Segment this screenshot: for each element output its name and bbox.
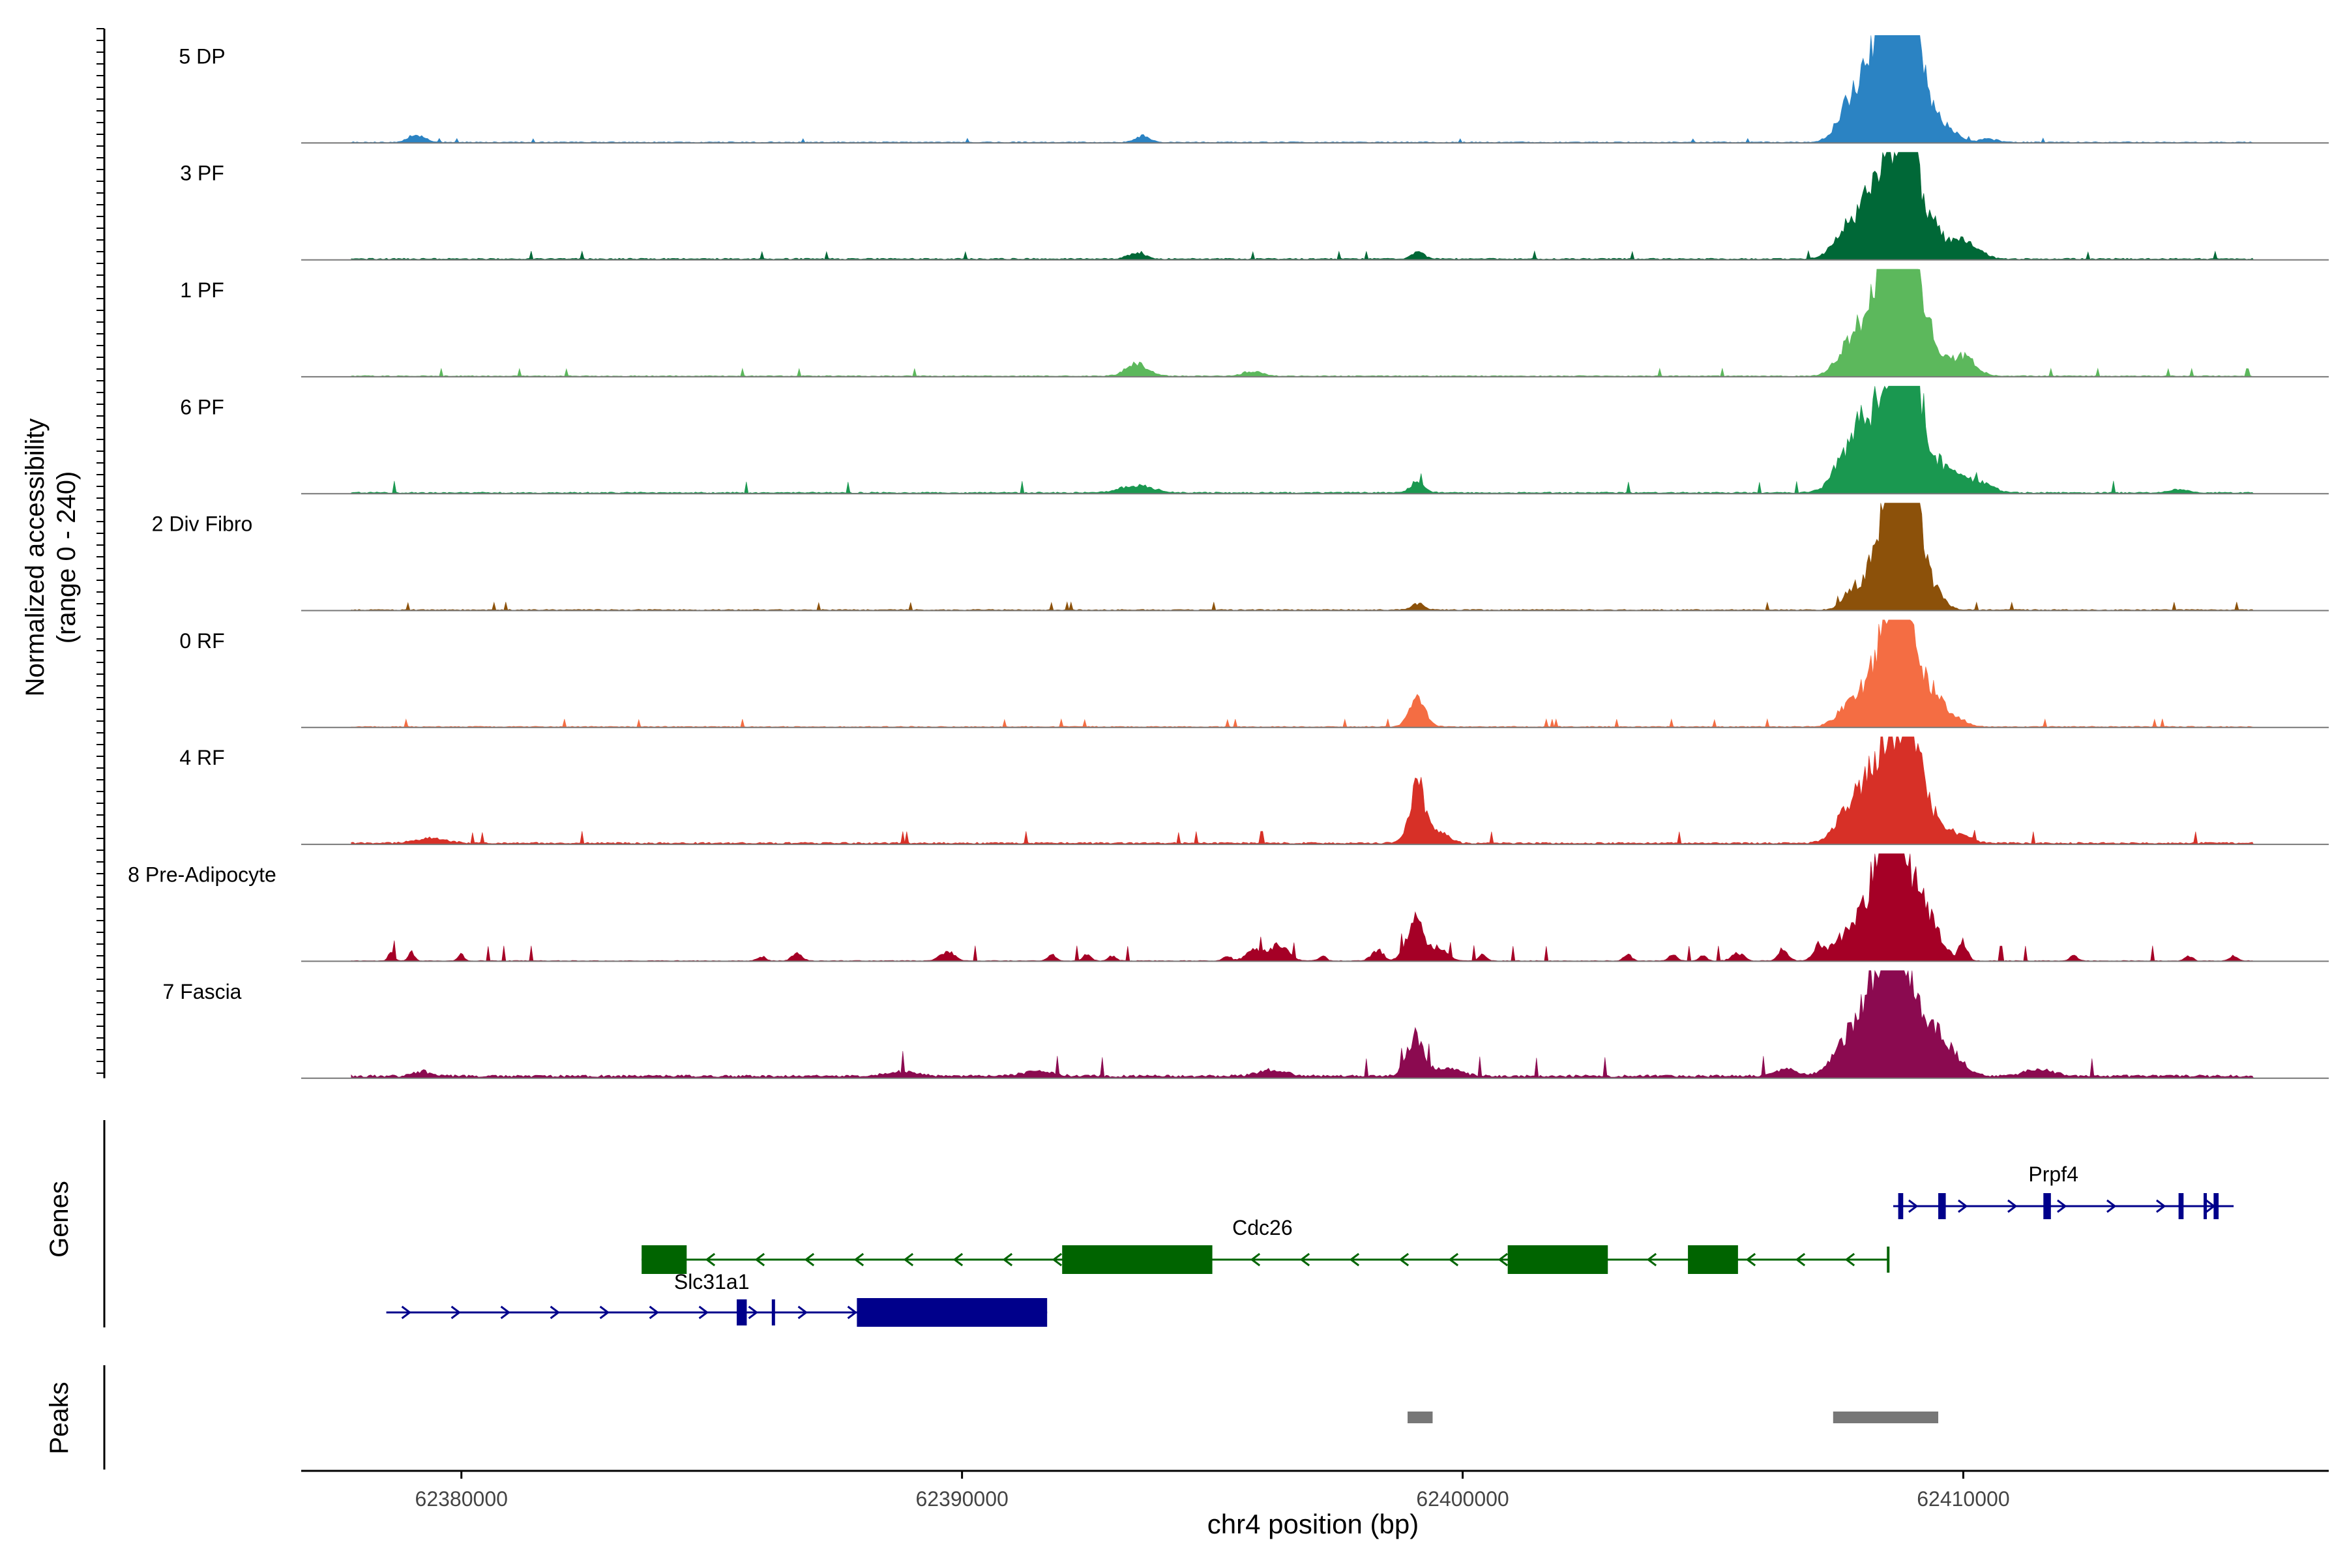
track-label: 6 PF: [180, 395, 224, 419]
peak-region: [1408, 1412, 1433, 1423]
gene-label: Cdc26: [1232, 1216, 1293, 1239]
peak-region: [1833, 1412, 1939, 1423]
gene-exon: [1898, 1193, 1904, 1219]
track-label: 5 DP: [179, 44, 225, 68]
track-label: 4 RF: [179, 746, 224, 769]
strand-arrow: [847, 1305, 858, 1320]
coverage-area: [351, 269, 2254, 377]
strand-arrow: [450, 1305, 462, 1320]
strand-arrow: [853, 1252, 864, 1267]
gene-exon: [1688, 1245, 1738, 1274]
strand-arrow: [500, 1305, 511, 1320]
strand-arrow: [2156, 1199, 2166, 1213]
strand-arrow: [903, 1252, 914, 1267]
track-2-div-fibro: 2 Div Fibro: [152, 503, 2329, 612]
track-label: 1 PF: [180, 278, 224, 302]
strand-arrow: [1498, 1252, 1509, 1267]
peaks-axis-title: Peaks: [45, 1382, 74, 1454]
track-label: 3 PF: [180, 162, 224, 185]
strand-arrow: [550, 1305, 561, 1320]
strand-arrow: [1250, 1252, 1261, 1267]
strand-arrow: [1646, 1252, 1657, 1267]
track-7-fascia: 7 Fascia: [163, 969, 2329, 1079]
track-8-pre-adipocyte: 8 Pre-Adipocyte: [128, 853, 2329, 962]
strand-arrow: [1002, 1252, 1013, 1267]
track-6-pf: 6 PF: [180, 385, 2329, 495]
track-label: 2 Div Fibro: [152, 512, 253, 536]
strand-arrow: [952, 1252, 964, 1267]
strand-arrow: [2106, 1199, 2117, 1213]
gene-label: Prpf4: [2028, 1162, 2078, 1186]
x-axis-title: chr4 position (bp): [1207, 1509, 1419, 1539]
strand-arrow: [2057, 1199, 2067, 1213]
strand-arrow: [1958, 1199, 1968, 1213]
y-axis-title-line2: (range 0 - 240): [52, 471, 81, 644]
coverage-area: [351, 385, 2254, 494]
gene-exon: [2213, 1193, 2219, 1219]
track-label: 7 Fascia: [163, 980, 242, 1003]
strand-arrow: [1908, 1199, 1919, 1213]
strand-arrow: [804, 1252, 815, 1267]
x-tick-label: 62380000: [415, 1487, 508, 1511]
strand-arrow: [754, 1252, 765, 1267]
strand-arrow: [599, 1305, 610, 1320]
gene-exon: [1938, 1193, 1946, 1219]
strand-arrow: [748, 1305, 759, 1320]
strand-arrow: [705, 1252, 716, 1267]
track-label: 0 RF: [179, 629, 224, 653]
coverage-area: [351, 619, 2254, 728]
gene-prpf4: Prpf4: [1893, 1162, 2234, 1219]
gene-exon: [737, 1299, 747, 1325]
coverage-area: [351, 736, 2254, 845]
strand-arrow: [1795, 1252, 1806, 1267]
strand-arrow: [1745, 1252, 1756, 1267]
gene-exon: [642, 1245, 687, 1274]
x-tick-label: 62390000: [915, 1487, 1008, 1511]
track-3-pf: 3 PF: [180, 151, 2329, 261]
strand-arrow: [1448, 1252, 1459, 1267]
gene-exon: [2043, 1193, 2051, 1219]
gene-exon: [2178, 1193, 2184, 1219]
track-5-dp: 5 DP: [179, 35, 2329, 144]
coverage-area: [351, 969, 2254, 1078]
genes-axis-title: Genes: [45, 1181, 74, 1258]
coverage-area: [351, 503, 2254, 611]
track-4-rf: 4 RF: [179, 736, 2329, 846]
strand-arrow: [401, 1305, 412, 1320]
track-0-rf: 0 RF: [179, 619, 2329, 728]
y-axis-title-line1: Normalized accessibility: [21, 419, 50, 697]
x-tick-label: 62410000: [1917, 1487, 2009, 1511]
gene-cdc26: Cdc26: [642, 1216, 1890, 1274]
strand-arrow: [2007, 1199, 2018, 1213]
strand-arrow: [1349, 1252, 1360, 1267]
strand-arrow: [797, 1305, 808, 1320]
strand-arrow: [1844, 1252, 1855, 1267]
gene-exon: [2204, 1193, 2207, 1219]
gene-slc31a1: Slc31a1: [386, 1270, 1048, 1327]
x-tick-label: 62400000: [1416, 1487, 1509, 1511]
gene-exon: [1062, 1245, 1213, 1274]
track-1-pf: 1 PF: [180, 269, 2329, 377]
gene-exon: [1507, 1245, 1608, 1274]
gene-exon: [771, 1299, 775, 1325]
track-label: 8 Pre-Adipocyte: [128, 863, 276, 886]
strand-arrow: [1398, 1252, 1410, 1267]
gene-exon: [857, 1298, 1048, 1327]
coverage-area: [351, 151, 2254, 260]
coverage-area: [351, 35, 2254, 143]
strand-arrow: [1052, 1252, 1063, 1267]
strand-arrow: [698, 1305, 709, 1320]
strand-arrow: [649, 1305, 660, 1320]
coverage-area: [351, 853, 2254, 962]
strand-arrow: [1299, 1252, 1310, 1267]
